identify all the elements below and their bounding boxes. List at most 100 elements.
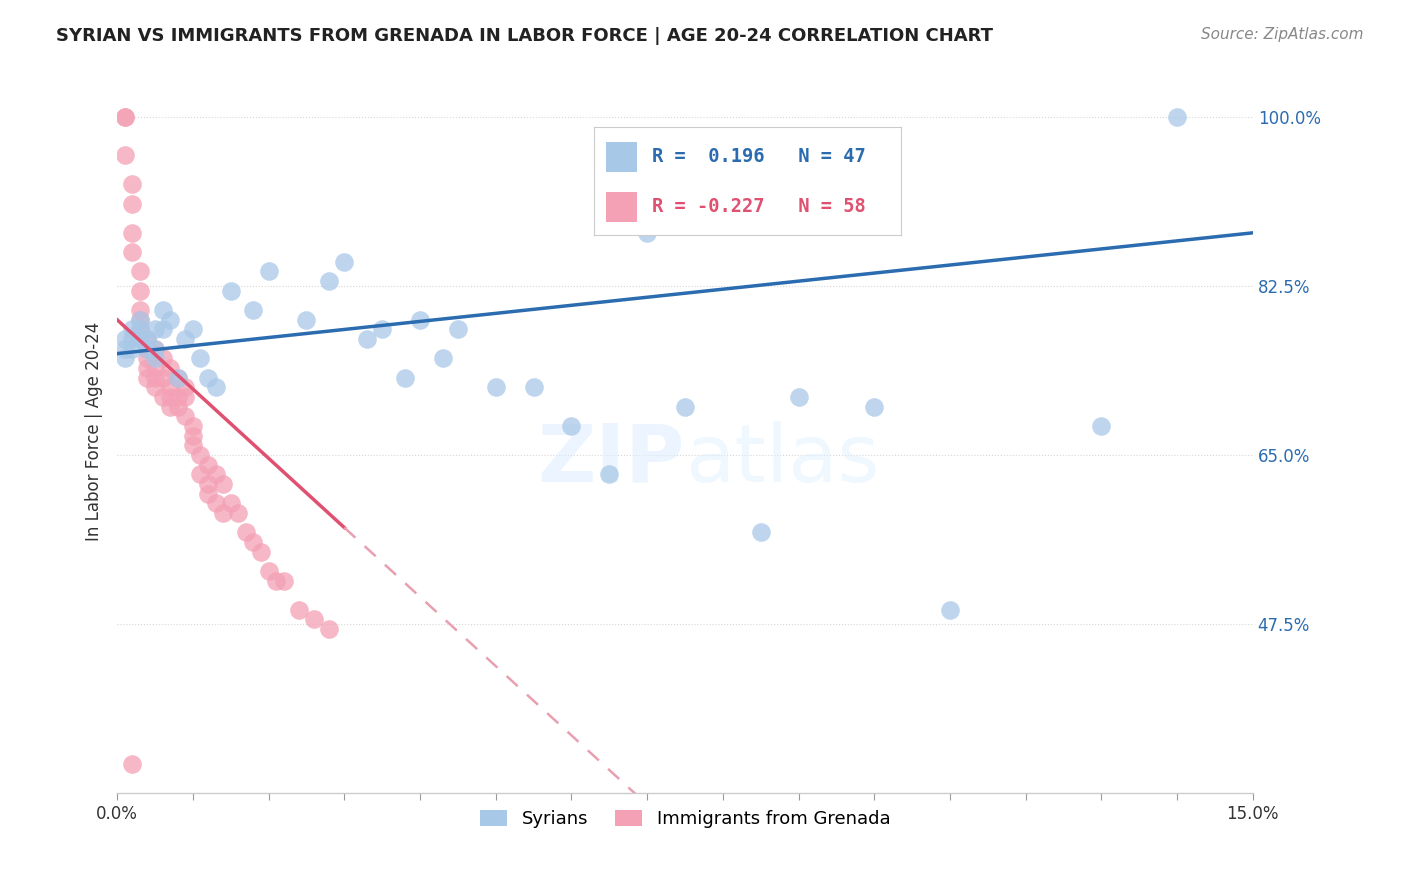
Point	[136, 332, 159, 346]
Point	[129, 313, 152, 327]
Text: SYRIAN VS IMMIGRANTS FROM GRENADA IN LABOR FORCE | AGE 20-24 CORRELATION CHART: SYRIAN VS IMMIGRANTS FROM GRENADA IN LAB…	[56, 27, 993, 45]
Point	[143, 371, 166, 385]
Point	[129, 303, 152, 318]
Point	[598, 467, 620, 482]
Point	[181, 429, 204, 443]
Point	[636, 226, 658, 240]
Point	[143, 342, 166, 356]
Point	[152, 371, 174, 385]
Point	[159, 361, 181, 376]
Point	[219, 284, 242, 298]
Point	[394, 371, 416, 385]
Point	[114, 342, 136, 356]
Point	[190, 467, 212, 482]
Point	[166, 390, 188, 404]
Y-axis label: In Labor Force | Age 20-24: In Labor Force | Age 20-24	[86, 321, 103, 541]
Point	[863, 400, 886, 414]
Point	[129, 264, 152, 278]
Point	[447, 322, 470, 336]
Point	[371, 322, 394, 336]
Point	[143, 342, 166, 356]
Point	[121, 178, 143, 192]
Point	[242, 535, 264, 549]
Point	[143, 351, 166, 366]
Point	[136, 361, 159, 376]
Point	[318, 274, 340, 288]
Point	[673, 400, 696, 414]
Point	[523, 380, 546, 394]
Point	[166, 371, 188, 385]
Point	[939, 603, 962, 617]
Point	[114, 110, 136, 124]
Point	[204, 467, 226, 482]
Point	[333, 255, 356, 269]
Point	[560, 419, 582, 434]
Point	[114, 148, 136, 162]
Point	[204, 380, 226, 394]
Point	[159, 390, 181, 404]
Point	[136, 342, 159, 356]
Point	[190, 351, 212, 366]
Point	[152, 351, 174, 366]
Point	[114, 351, 136, 366]
Text: ZIP: ZIP	[537, 421, 685, 499]
Point	[318, 622, 340, 636]
Point	[432, 351, 454, 366]
Point	[749, 525, 772, 540]
Text: Source: ZipAtlas.com: Source: ZipAtlas.com	[1201, 27, 1364, 42]
Point	[143, 322, 166, 336]
Point	[136, 351, 159, 366]
Point	[257, 564, 280, 578]
Point	[181, 322, 204, 336]
Point	[212, 477, 235, 491]
Point	[143, 361, 166, 376]
Point	[136, 371, 159, 385]
Point	[242, 303, 264, 318]
Point	[181, 438, 204, 452]
Point	[288, 603, 311, 617]
Point	[228, 506, 250, 520]
Point	[787, 390, 810, 404]
Point	[121, 757, 143, 772]
Point	[204, 496, 226, 510]
Point	[212, 506, 235, 520]
Point	[136, 332, 159, 346]
Point	[273, 574, 295, 588]
Point	[356, 332, 378, 346]
Point	[152, 322, 174, 336]
Point	[121, 322, 143, 336]
Point	[485, 380, 508, 394]
Legend: Syrians, Immigrants from Grenada: Syrians, Immigrants from Grenada	[472, 802, 897, 835]
Point	[166, 371, 188, 385]
Point	[197, 458, 219, 472]
Point	[114, 332, 136, 346]
Point	[143, 380, 166, 394]
Point	[114, 110, 136, 124]
Point	[121, 196, 143, 211]
Point	[174, 390, 197, 404]
Point	[174, 409, 197, 424]
Point	[257, 264, 280, 278]
Point	[152, 390, 174, 404]
Point	[129, 284, 152, 298]
Point	[219, 496, 242, 510]
Point	[197, 477, 219, 491]
Point	[264, 574, 287, 588]
Point	[250, 545, 273, 559]
Point	[166, 400, 188, 414]
Point	[121, 245, 143, 260]
Point	[174, 332, 197, 346]
Point	[129, 332, 152, 346]
Point	[174, 380, 197, 394]
Point	[129, 313, 152, 327]
Point	[235, 525, 257, 540]
Point	[129, 322, 152, 336]
Point	[121, 226, 143, 240]
Point	[197, 487, 219, 501]
Point	[181, 419, 204, 434]
Point	[409, 313, 432, 327]
Point	[159, 400, 181, 414]
Point	[159, 380, 181, 394]
Point	[1166, 110, 1188, 124]
Point	[190, 448, 212, 462]
